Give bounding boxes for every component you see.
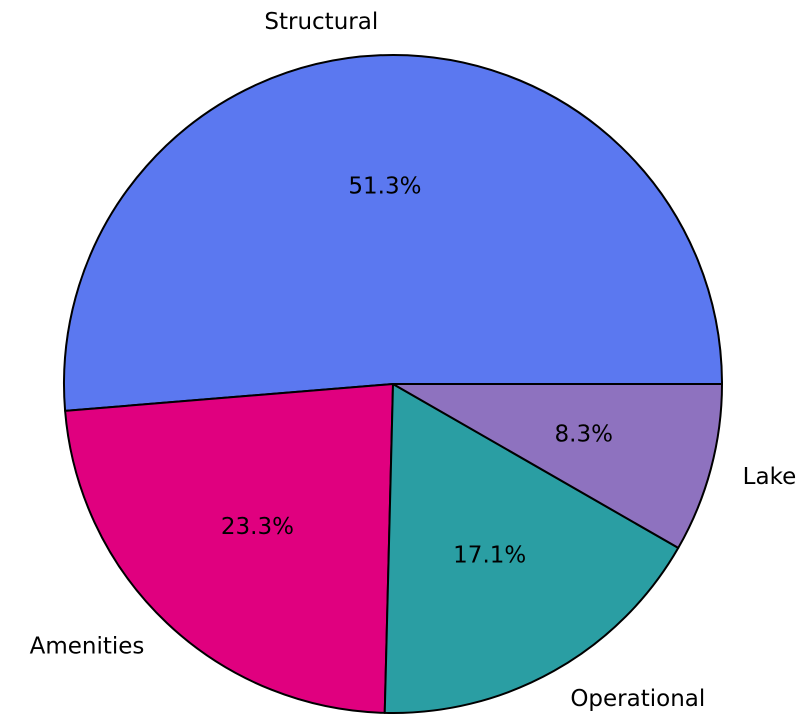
slice-percent-label: 23.3%: [221, 514, 294, 540]
pie-slice: [392, 383, 723, 549]
slice-percent-label: 17.1%: [453, 543, 526, 569]
pie-slice: [383, 383, 680, 714]
slice-name-label: Lake: [743, 464, 797, 490]
slice-name-label: Operational: [570, 686, 705, 712]
slice-name-label: Amenities: [30, 634, 145, 660]
pie-slice: [64, 383, 394, 714]
slice-percent-label: 51.3%: [348, 173, 421, 199]
slice-percent-label: 8.3%: [555, 421, 613, 447]
slice-name-label: Structural: [264, 9, 378, 35]
pie-slice: [63, 54, 723, 412]
